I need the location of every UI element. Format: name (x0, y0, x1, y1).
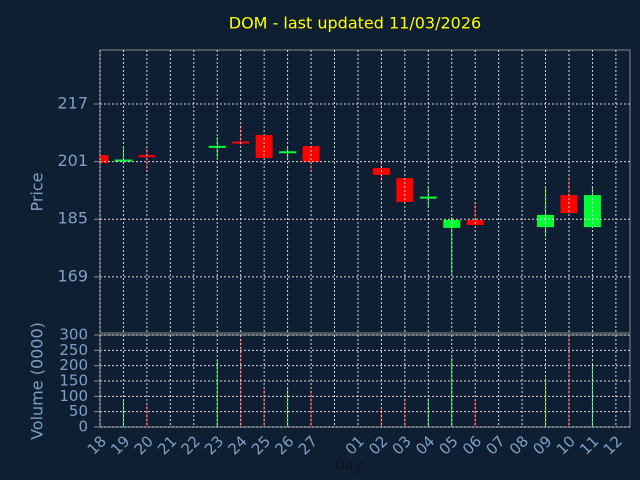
x-tick-label: 11 (576, 432, 602, 458)
candle-body (419, 196, 437, 199)
x-tick-label: 02 (365, 432, 391, 458)
candle-body (138, 155, 156, 158)
y-tick-label: 217 (57, 94, 88, 113)
x-tick-label: 22 (178, 432, 204, 458)
price-plot (100, 124, 601, 274)
x-tick-label: 06 (459, 432, 485, 458)
x-tick-label: 03 (389, 432, 415, 458)
x-tick-label: 08 (506, 432, 532, 458)
x-tick-label: 23 (201, 432, 227, 458)
x-tick-label: 21 (154, 432, 180, 458)
volume-tick-label: 250 (59, 341, 88, 359)
y-tick-label: 169 (57, 266, 88, 285)
x-tick-label: 04 (412, 432, 438, 458)
candle-body (100, 155, 109, 164)
x-tick-label: 09 (529, 432, 555, 458)
x-tick-label: 05 (436, 432, 462, 458)
price-frame (99, 49, 631, 334)
volume-tick-label: 150 (59, 372, 88, 390)
x-tick-label: 18 (84, 432, 110, 458)
volume-tick-label: 0 (78, 418, 88, 436)
x-tick-label: 26 (271, 432, 297, 458)
x-tick-label: 27 (295, 432, 321, 458)
candle-body (537, 214, 555, 228)
x-tick-label: 10 (553, 432, 579, 458)
y-tick-label: 185 (57, 209, 88, 228)
chart-title: DOM - last updated 11/03/2026 (229, 14, 481, 33)
volume-tick-label: 100 (59, 387, 88, 405)
candle-body (279, 151, 297, 154)
y-tick-label: 201 (57, 151, 88, 170)
x-tick-label: 25 (248, 432, 274, 458)
volume-tick-label: 50 (69, 402, 88, 420)
x-axis-title: Day (334, 458, 362, 474)
volume-axis-title: Volume (0000) (28, 322, 47, 440)
candle-body (114, 159, 132, 162)
volume-tick-label: 300 (59, 326, 88, 344)
x-tick-label: 24 (224, 432, 250, 458)
candle-body (560, 195, 578, 214)
y-axis-title: Price (28, 172, 47, 211)
x-tick-label: 20 (131, 432, 157, 458)
volume-tick-label: 200 (59, 356, 88, 374)
x-tick-label: 12 (600, 432, 626, 458)
x-tick-label: 19 (107, 432, 133, 458)
x-tick-label: 07 (482, 432, 508, 458)
x-tick-label: 01 (342, 432, 368, 458)
